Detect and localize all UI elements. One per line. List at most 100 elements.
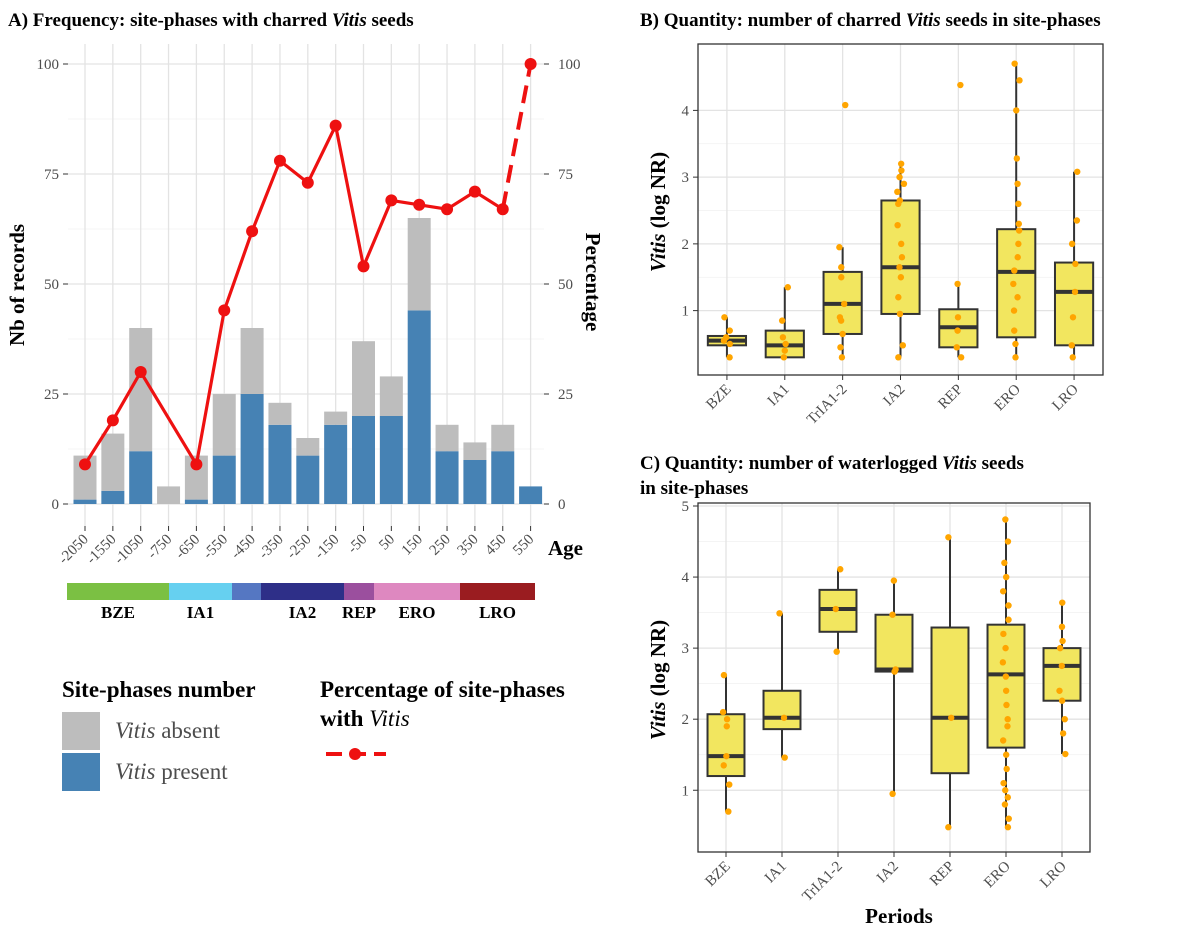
data-point [894, 188, 901, 196]
data-point [954, 280, 961, 288]
data-point [1011, 267, 1018, 274]
data-point [779, 334, 787, 341]
data-point [780, 354, 788, 361]
legend-swatch-absent [62, 712, 100, 750]
bar-absent [157, 486, 181, 504]
x-tick-label: -350 [256, 532, 287, 563]
bar-present [212, 455, 236, 504]
x-tick-label: -250 [284, 532, 315, 563]
data-point [1002, 787, 1009, 794]
percentage-point [246, 225, 259, 238]
data-point [890, 577, 898, 584]
period-label: IA1 [187, 603, 214, 622]
data-point [896, 264, 903, 271]
period-band-segment [261, 583, 344, 600]
bar-present [519, 486, 543, 504]
x-tick-label: ERO [992, 381, 1025, 414]
data-point [1010, 307, 1018, 314]
data-point [1014, 294, 1021, 301]
data-point [1004, 723, 1011, 730]
data-point [1058, 623, 1066, 631]
bar-present [324, 424, 348, 504]
data-point [838, 274, 845, 281]
data-point [894, 221, 901, 229]
data-point [999, 659, 1007, 666]
legend-line-title-1: Percentage of site-phases [320, 677, 565, 702]
x-tick-label: -750 [145, 532, 176, 563]
data-point [954, 314, 962, 321]
data-point [722, 334, 730, 341]
x-tick-label: 250 [427, 532, 454, 559]
period-label: IA2 [289, 603, 316, 622]
period-band: BZE IA1 IA2 REP ERO LRO [67, 583, 535, 622]
data-point [897, 160, 905, 167]
data-point [840, 300, 848, 308]
data-point [720, 671, 728, 679]
legend-line-marker [349, 748, 361, 760]
data-point [1013, 155, 1021, 162]
data-point [1058, 697, 1066, 704]
panel-a-ylabel: Nb of records [5, 224, 29, 346]
data-point [726, 327, 733, 334]
percentage-point [441, 203, 454, 216]
data-point [726, 354, 733, 361]
bar-absent [212, 394, 236, 456]
data-point [1005, 602, 1012, 609]
data-point [1074, 168, 1081, 175]
panel-b-title: B) Quantity: number of charred Vitis see… [640, 10, 1101, 31]
data-point [898, 240, 905, 248]
bar-absent [379, 376, 403, 416]
data-point [776, 610, 783, 617]
legend-line-title-2: with Vitis [320, 706, 410, 731]
bar-present [435, 451, 459, 504]
y-tick-label: 1 [682, 304, 690, 320]
y-tick-label: 1 [682, 783, 690, 799]
data-point [1011, 327, 1018, 334]
bar-absent [268, 402, 292, 425]
percentage-point [301, 176, 314, 189]
y-tick-label: 5 [682, 499, 690, 515]
data-point [897, 274, 905, 281]
bar-absent [352, 341, 375, 416]
bar-absent [240, 328, 264, 394]
panel-a-title: A) Frequency: site-phases with charred V… [8, 10, 414, 31]
box [874, 613, 914, 673]
data-point [1062, 750, 1069, 758]
y-tick-label: 4 [682, 570, 690, 586]
data-point [726, 781, 733, 788]
period-band-segment [374, 583, 460, 600]
data-point [719, 708, 727, 716]
y-tick-label: 2 [682, 712, 690, 728]
data-point [837, 344, 844, 351]
bar-present [268, 424, 292, 504]
bar-present [463, 460, 487, 504]
percentage-point [413, 198, 426, 211]
data-point [1014, 254, 1021, 261]
x-tick-label: TrIA1-2 [804, 382, 850, 428]
bar-absent [324, 411, 348, 425]
data-point [1056, 687, 1063, 694]
data-point [896, 173, 903, 181]
data-point [1059, 730, 1067, 737]
x-tick-label: IA1 [762, 859, 790, 887]
bar-absent [129, 328, 153, 452]
data-point [723, 752, 730, 760]
box [930, 626, 970, 775]
period-band-segment [460, 583, 535, 600]
period-band-segment [169, 583, 232, 600]
percentage-point [329, 119, 342, 132]
legend-swatch-present [62, 753, 100, 791]
data-point [1073, 217, 1081, 224]
data-point [1068, 342, 1075, 349]
bar-present [184, 499, 208, 504]
data-point [1013, 107, 1020, 114]
data-point [889, 611, 896, 618]
y-tick-label: 50 [44, 277, 59, 293]
x-tick-label: LRO [1049, 381, 1082, 414]
x-tick-label: -1550 [84, 532, 120, 568]
data-point [999, 737, 1007, 744]
data-point [999, 588, 1007, 595]
x-tick-label: -150 [312, 532, 343, 563]
y-tick-label: 2 [682, 237, 690, 253]
